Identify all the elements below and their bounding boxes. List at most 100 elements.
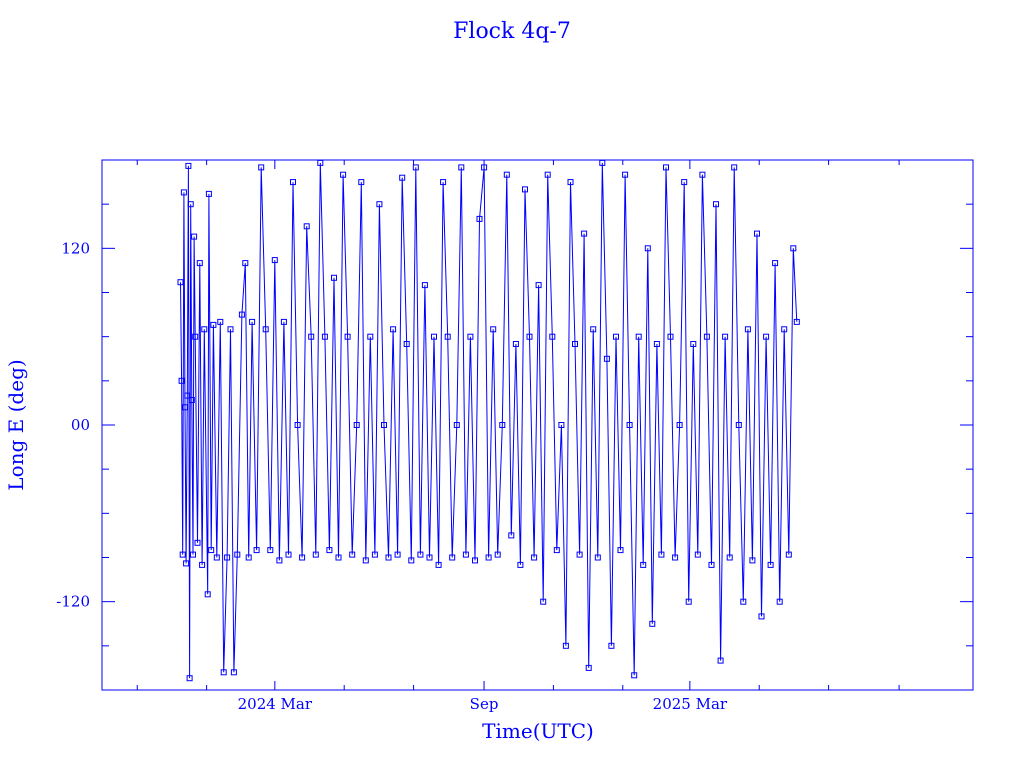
data-point: [485, 554, 492, 561]
data-point: [194, 539, 201, 546]
data-point: [230, 669, 237, 676]
data-point: [245, 554, 252, 561]
data-point: [763, 333, 770, 340]
data-point: [453, 422, 460, 428]
data-point: [201, 326, 208, 333]
data-point: [196, 260, 203, 267]
data-point: [234, 551, 241, 558]
data-point: [458, 164, 465, 171]
data-point: [182, 404, 188, 411]
data-point: [681, 179, 688, 186]
data-point: [227, 326, 234, 333]
data-point: [390, 326, 397, 333]
data-point: [785, 551, 792, 558]
data-point: [326, 547, 333, 554]
data-point: [381, 422, 387, 428]
data-point: [658, 551, 665, 558]
data-point: [242, 260, 249, 267]
data-point: [594, 554, 601, 561]
data-point: [726, 554, 733, 561]
data-point: [676, 422, 683, 428]
data-point: [444, 333, 451, 340]
data-point: [790, 245, 797, 252]
data-point: [522, 186, 528, 193]
data-point: [599, 159, 606, 166]
data-point: [412, 164, 419, 171]
data-point: [667, 333, 674, 340]
data-point: [249, 318, 256, 325]
data-point: [713, 201, 719, 208]
data-point: [767, 561, 774, 568]
data-point: [271, 257, 278, 264]
data-point: [258, 164, 265, 171]
data-point: [210, 321, 217, 328]
data-point: [217, 318, 224, 325]
data-point: [188, 397, 195, 403]
data-point: [508, 532, 515, 539]
data-point: [312, 551, 319, 558]
data-point: [499, 422, 506, 428]
data-point: [694, 551, 701, 558]
data-point: [793, 318, 800, 325]
data-point: [708, 561, 715, 568]
data-point: [772, 260, 779, 267]
data-point: [224, 554, 231, 561]
data-point: [758, 613, 765, 620]
data-point: [178, 377, 185, 384]
data-point: [280, 318, 287, 325]
data-point: [663, 164, 669, 171]
y-tick-label: 120: [61, 239, 90, 257]
data-point: [553, 547, 560, 554]
data-point: [290, 179, 296, 186]
series-layer: [177, 159, 800, 682]
data-point: [285, 551, 292, 558]
data-point: [740, 598, 747, 605]
data-point: [699, 171, 706, 178]
x-tick-label: 2025 Mar: [653, 695, 728, 713]
data-point: [635, 333, 642, 340]
data-point: [467, 333, 474, 340]
data-point: [440, 179, 447, 186]
data-point: [191, 233, 198, 240]
data-point: [220, 669, 227, 676]
plot-frame: [101, 159, 974, 691]
data-point: [590, 326, 597, 333]
data-point: [294, 422, 301, 428]
data-point: [187, 201, 194, 208]
data-point: [213, 554, 220, 561]
data-point: [672, 554, 679, 561]
data-point: [572, 341, 578, 347]
data-point: [331, 274, 337, 281]
data-point: [576, 551, 583, 558]
data-point: [435, 561, 442, 568]
data-point: [408, 557, 415, 564]
data-point: [371, 551, 378, 558]
data-point: [462, 551, 469, 558]
y-axis-label: Long E (deg): [4, 359, 28, 490]
data-point: [640, 561, 647, 568]
data-point: [754, 230, 760, 237]
data-point: [403, 341, 410, 347]
data-point: [744, 326, 751, 333]
data-point: [613, 333, 619, 340]
y-tick-label: 00: [71, 416, 90, 434]
data-point: [358, 179, 365, 186]
series-line: [180, 162, 798, 679]
data-point: [717, 657, 724, 664]
data-point: [308, 333, 315, 340]
data-point: [376, 201, 383, 208]
x-axis-label: Time(UTC): [482, 719, 594, 743]
data-point: [179, 551, 186, 558]
data-point: [426, 554, 433, 561]
data-point: [535, 282, 542, 289]
data-point: [617, 547, 624, 554]
data-point: [622, 171, 629, 178]
ticks-layer: 2024 Mar Sep 2025 Mar 120 00 -120: [56, 160, 973, 713]
data-point: [417, 551, 424, 558]
data-point: [321, 333, 328, 340]
data-point: [208, 547, 215, 554]
data-point: [185, 162, 192, 169]
data-point: [335, 554, 342, 561]
data-point: [421, 282, 428, 289]
